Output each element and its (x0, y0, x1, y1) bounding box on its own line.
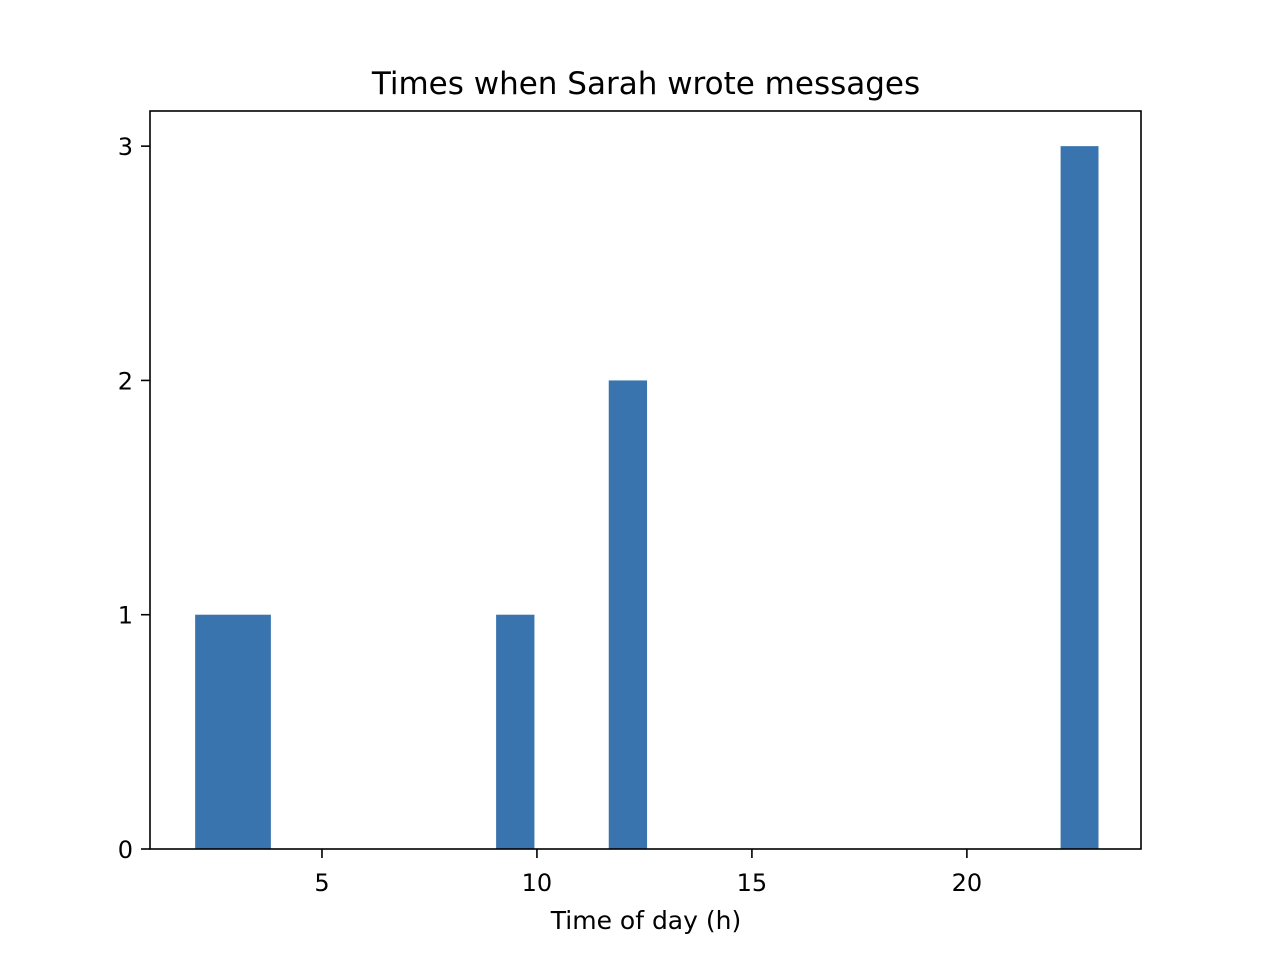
y-axis-ticks: 0 1 2 3 (118, 133, 150, 864)
x-tick-label: 10 (522, 869, 553, 897)
chart-title: Times when Sarah wrote messages (371, 66, 920, 102)
x-tick-label: 15 (737, 869, 768, 897)
y-tick-label: 3 (118, 133, 133, 161)
x-axis-label: Time of day (h) (550, 906, 741, 935)
histogram-bar-2 (496, 614, 535, 849)
plot-frame (149, 110, 1142, 850)
histogram-bar-4 (1060, 146, 1099, 849)
y-tick-label: 1 (118, 602, 133, 630)
histogram-bar-3 (608, 380, 648, 849)
x-tick-label: 20 (952, 869, 983, 897)
histogram-bar-0 (195, 614, 234, 849)
x-tick-label: 5 (314, 869, 329, 897)
x-axis-ticks: 5 10 15 20 (314, 849, 982, 897)
bars-layer (195, 146, 1099, 849)
y-tick-label: 2 (118, 367, 133, 395)
y-tick-label: 0 (118, 836, 133, 864)
histogram-bar-1 (232, 614, 271, 849)
